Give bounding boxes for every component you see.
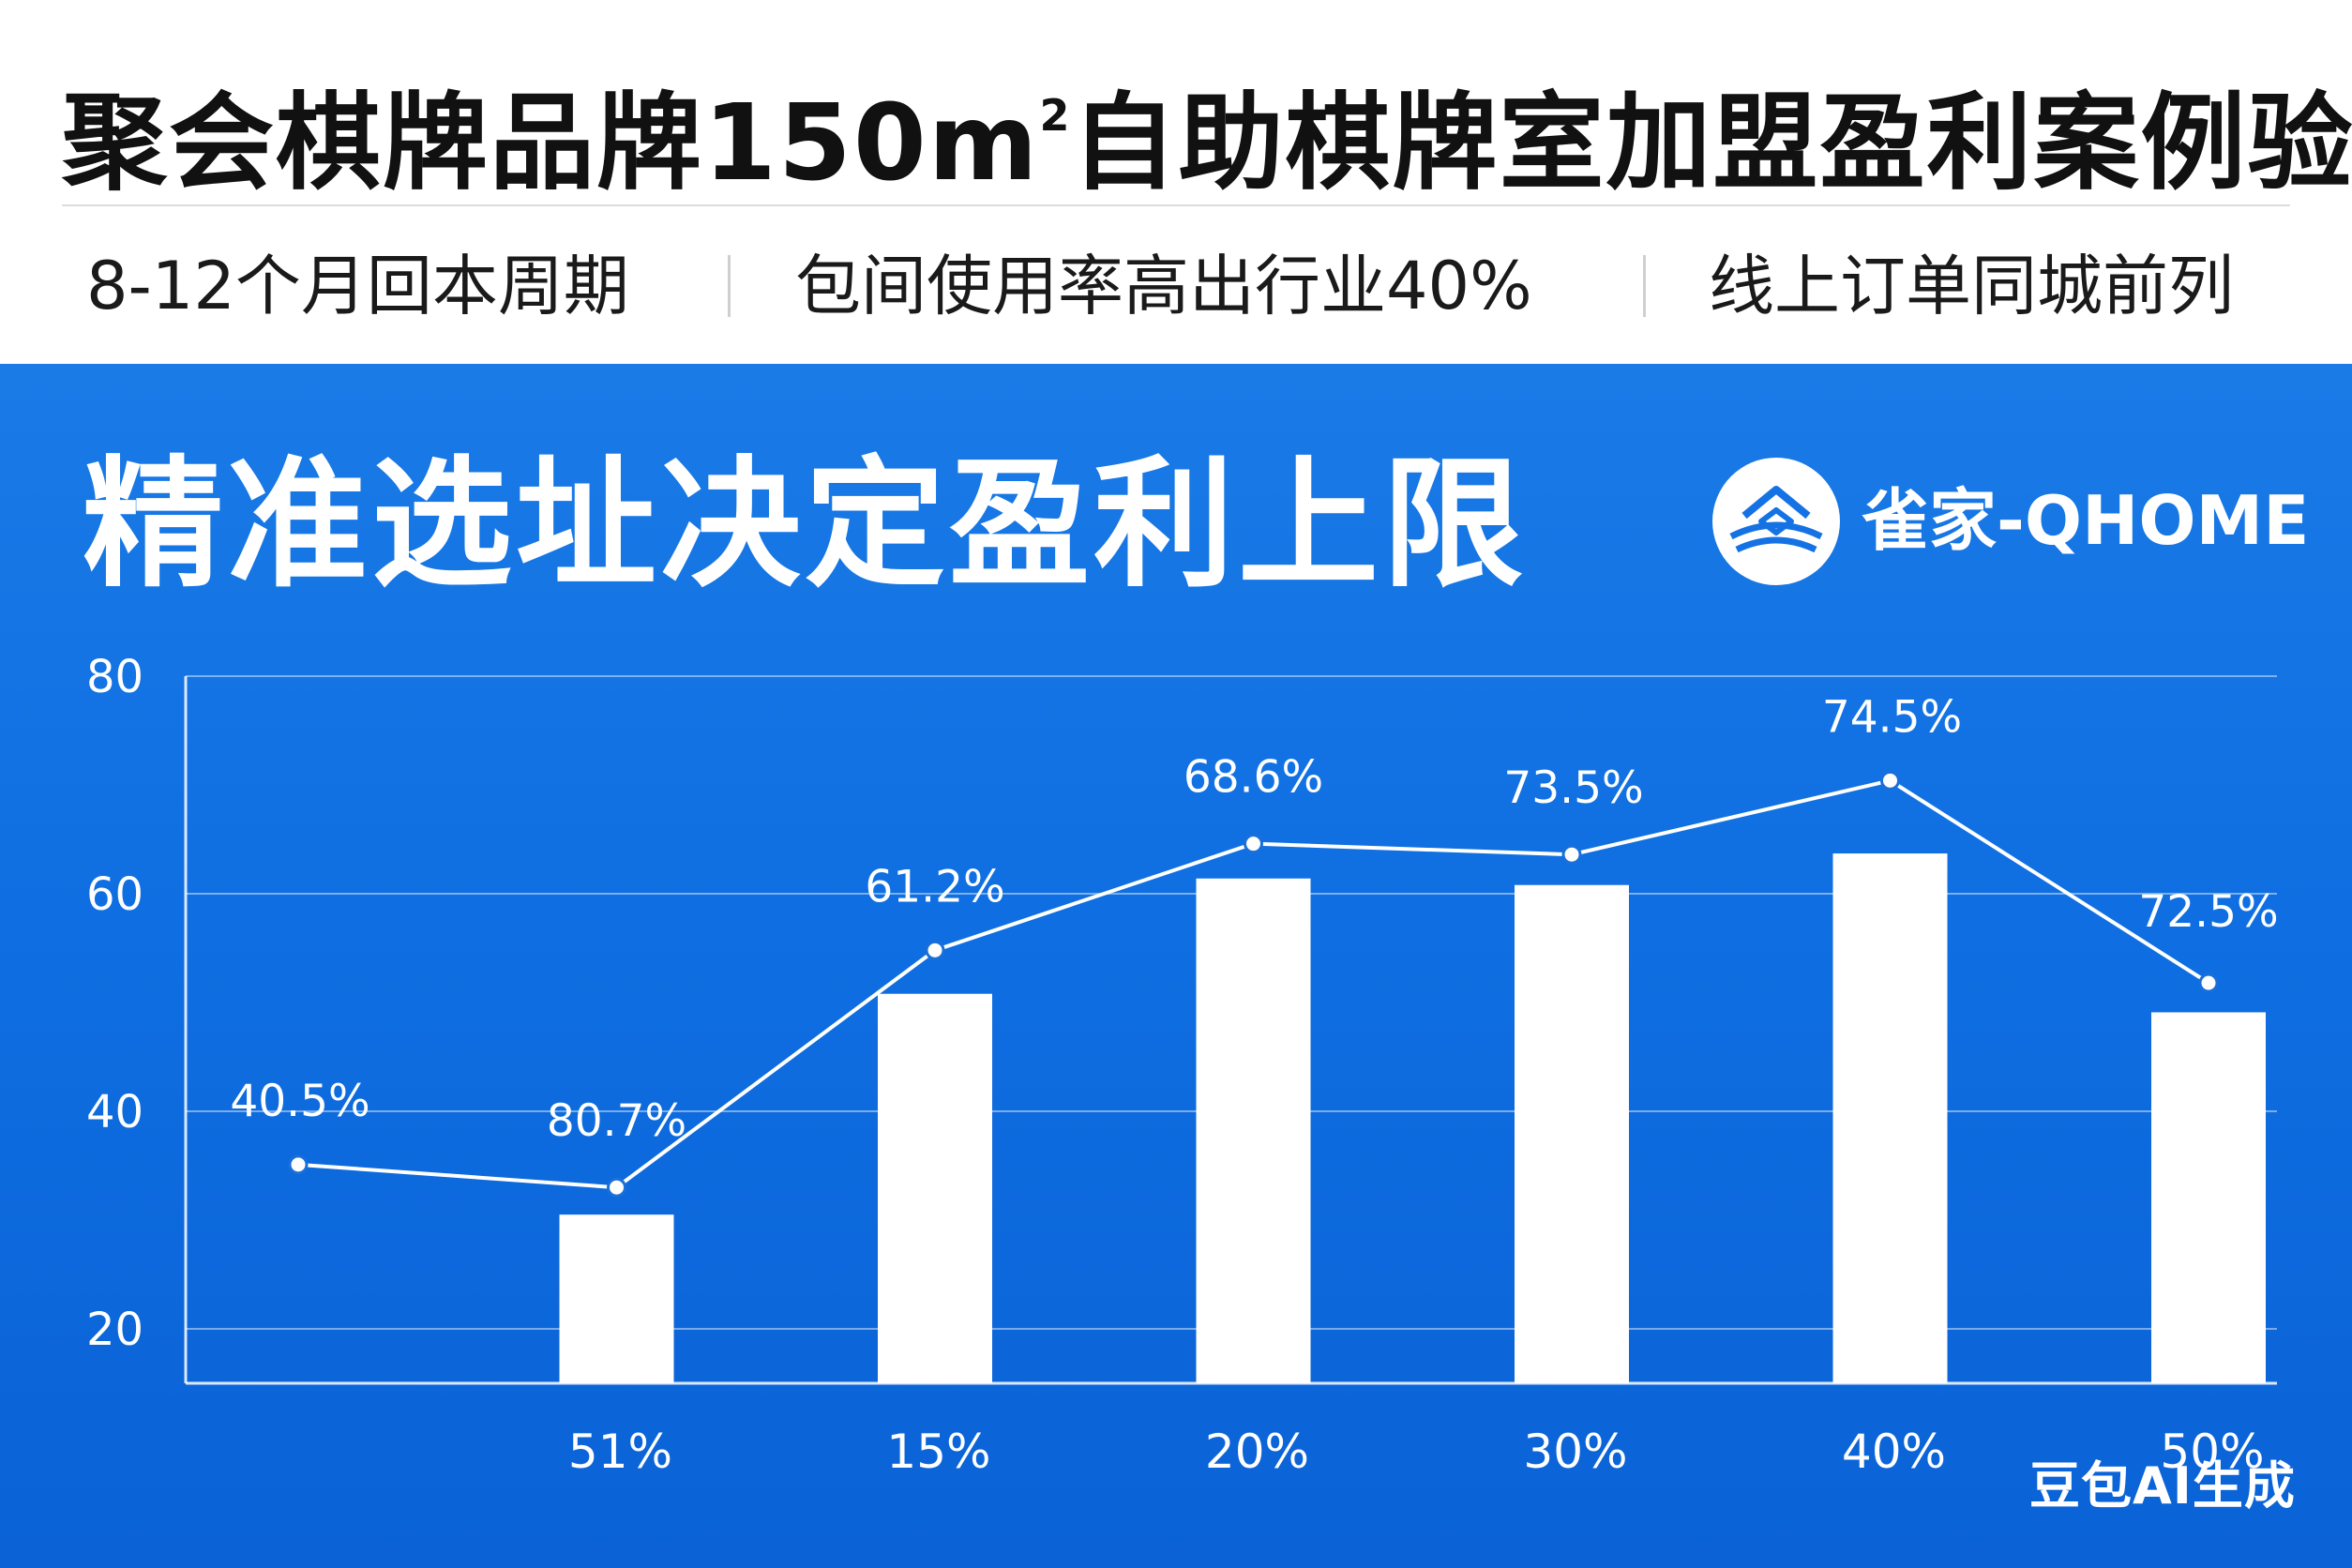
highlight-usage-rate: 包间使用率高出行业40% — [795, 248, 1532, 324]
main-title-superscript: 2 — [1039, 90, 1072, 141]
data-label: 73.5% — [1503, 762, 1643, 814]
house-logo-icon — [1712, 458, 1840, 585]
data-label: 61.2% — [865, 861, 1004, 912]
data-label: 80.7% — [547, 1095, 686, 1147]
line-point — [925, 940, 945, 960]
y-tick-label: 80 — [86, 651, 143, 703]
main-title: 聚会棋牌品牌150m2自助棋牌室加盟盈利案例验证 — [62, 45, 2352, 204]
x-tick-label: 15% — [886, 1425, 990, 1479]
bar — [1515, 884, 1629, 1383]
highlight-payback: 8-12个月回本周期 — [86, 248, 629, 324]
divider — [62, 204, 2290, 206]
chart-panel — [0, 364, 2352, 1568]
bar — [1832, 853, 1948, 1383]
bar — [1196, 878, 1311, 1383]
bar — [559, 1214, 674, 1383]
data-label: 68.6% — [1184, 752, 1323, 804]
line-point — [607, 1177, 626, 1198]
highlight-separator — [728, 255, 731, 317]
data-label: 40.5% — [230, 1076, 369, 1127]
main-title-rest: 自助棋牌室加盟盈利案例验证 — [1071, 83, 2352, 204]
bar — [2151, 1012, 2266, 1383]
y-tick-label: 20 — [86, 1304, 143, 1356]
x-tick-label: 51% — [568, 1425, 672, 1479]
header-area: 聚会棋牌品牌150m2自助棋牌室加盟盈利案例验证 8-12个月回本周期 包间使用… — [0, 0, 2352, 364]
line-point — [1880, 770, 1900, 791]
main-title-text: 聚会棋牌品牌150m — [62, 83, 1040, 204]
data-label: 74.5% — [1822, 691, 1962, 743]
y-tick-label: 60 — [86, 868, 143, 921]
watermark: 豆包AI生成 — [2029, 1456, 2296, 1515]
panel-title: 精准选址决定盈利上限 — [83, 444, 1528, 607]
x-tick-label: 20% — [1205, 1425, 1309, 1479]
line-point — [2198, 972, 2219, 993]
line-point — [1244, 834, 1263, 854]
bar — [878, 993, 992, 1383]
x-tick-label: 50% — [2160, 1425, 2264, 1479]
highlight-online-orders: 线上订单同城前列 — [1709, 248, 2234, 324]
y-tick-label: 40 — [86, 1086, 143, 1138]
brand-name: 雀家-QHOME — [1862, 481, 2310, 560]
line-point — [288, 1154, 309, 1175]
x-tick-label: 30% — [1523, 1425, 1627, 1479]
highlight-separator — [1643, 255, 1646, 317]
x-tick-label: 40% — [1842, 1425, 1946, 1479]
line-point — [1561, 844, 1582, 865]
data-label: 72.5% — [2138, 886, 2278, 938]
